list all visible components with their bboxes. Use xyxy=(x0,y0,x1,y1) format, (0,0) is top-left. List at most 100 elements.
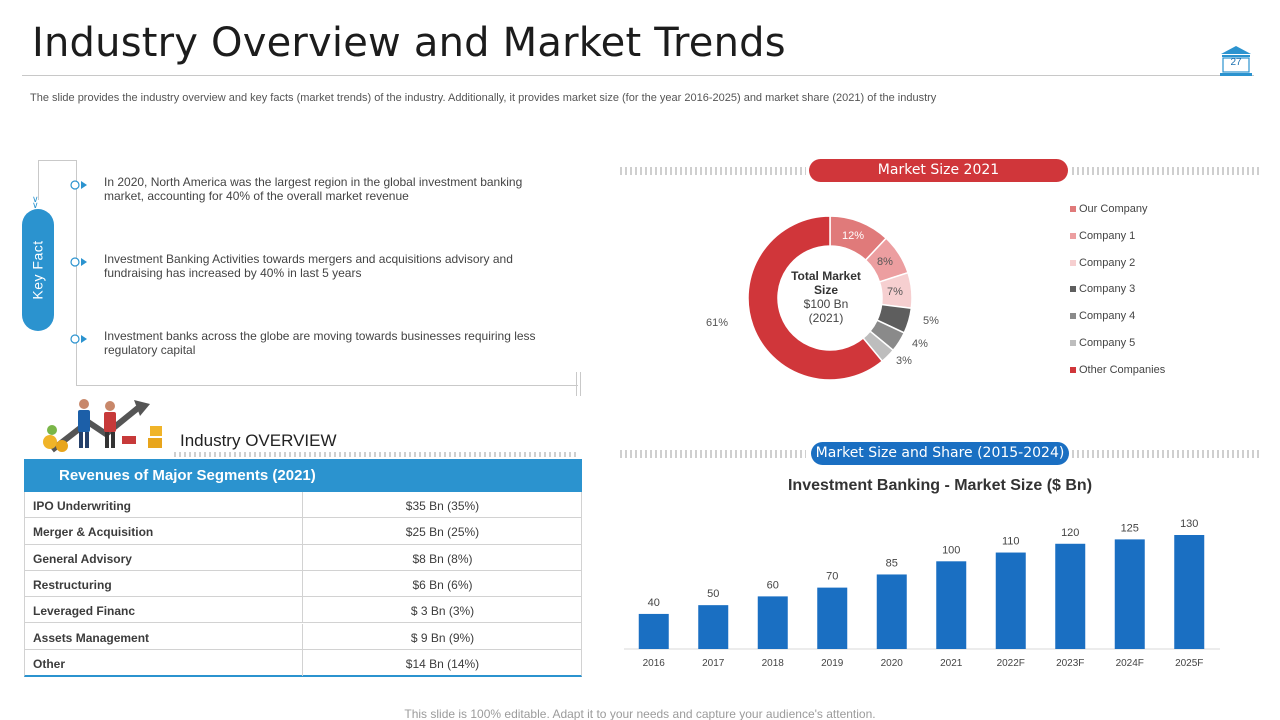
page-subtitle: The slide provides the industry overview… xyxy=(30,92,937,104)
x-tick-label: 2018 xyxy=(762,658,785,669)
donut-center-label: Size xyxy=(813,283,838,297)
x-tick-label: 2021 xyxy=(940,658,963,669)
bar-2023f xyxy=(1055,543,1086,649)
bar-2020 xyxy=(876,574,907,649)
legend-item: Company 5 xyxy=(1070,337,1135,349)
segment-value: $8 Bn (8%) xyxy=(412,551,473,566)
key-fact-item: In 2020, North America was the largest r… xyxy=(104,175,523,203)
table-row: Merger & Acquisition $25 Bn (25%) xyxy=(24,518,582,545)
legend-swatch xyxy=(1070,366,1076,373)
dotted-divider xyxy=(174,452,578,457)
key-fact-frame xyxy=(76,160,578,386)
x-tick-label: 2020 xyxy=(881,658,904,669)
legend-item: Company 1 xyxy=(1070,230,1135,242)
industry-overview-title: Industry OVERVIEW xyxy=(180,431,337,450)
bar-value-label: 85 xyxy=(886,557,898,569)
segment-name: General Advisory xyxy=(24,544,303,570)
legend-label: Our Company xyxy=(1079,203,1148,215)
key-fact-pill xyxy=(22,209,54,331)
market-size-bar-chart: 40 2016 50 2017 60 2018 70 2019 85 2020 100 2021 110… xyxy=(624,518,1220,669)
key-fact-connector xyxy=(38,160,76,161)
donut-value-label: 3% xyxy=(896,355,912,367)
legend-label: Company 3 xyxy=(1079,283,1136,296)
key-fact-label: Key Fact xyxy=(30,240,46,300)
segment-name: Restructuring xyxy=(24,570,303,597)
legend-swatch xyxy=(1070,232,1076,239)
x-tick-label: 2023F xyxy=(1056,658,1084,669)
bar-2017 xyxy=(698,605,729,649)
segment-value: $ 3 Bn (3%) xyxy=(410,604,475,619)
frame-tick xyxy=(580,372,581,396)
segment-value: $6 Bn (6%) xyxy=(412,577,473,592)
donut-center-label: Total Market xyxy=(791,269,861,283)
legend-label: Company 2 xyxy=(1079,256,1136,269)
segment-name: Leveraged Financ xyxy=(24,597,303,623)
dotted-divider xyxy=(620,167,806,175)
market-size-2021-header: Market Size 2021 xyxy=(809,159,1068,182)
table-title: Revenues of Major Segments (2021) xyxy=(24,459,582,492)
legend-item: Company 2 xyxy=(1070,257,1135,269)
bank-icon xyxy=(1220,46,1252,76)
legend-label: Company 1 xyxy=(1079,229,1136,242)
bar-2018 xyxy=(757,596,788,649)
bar-2021 xyxy=(936,561,967,649)
segment-name: Other xyxy=(24,649,303,677)
segment-name: IPO Underwriting xyxy=(24,492,303,518)
x-tick-label: 2024F xyxy=(1116,658,1144,669)
bar-value-label: 110 xyxy=(1002,536,1020,548)
x-tick-label: 2019 xyxy=(821,658,844,669)
x-tick-label: 2022F xyxy=(997,658,1025,669)
segment-name: Merger & Acquisition xyxy=(24,518,303,544)
legend-label: Other Companies xyxy=(1079,363,1166,376)
key-fact-item: Investment Banking Activities towards me… xyxy=(104,252,513,280)
bar-value-label: 60 xyxy=(767,579,779,591)
market-size-share-header: Market Size and Share (2015-2024) xyxy=(811,442,1069,465)
title-divider xyxy=(22,75,1254,76)
bar-value-label: 120 xyxy=(1061,527,1079,539)
bar-chart-title: Investment Banking - Market Size ($ Bn) xyxy=(787,477,1093,494)
bullet-icon xyxy=(70,180,87,190)
table-row: General Advisory $8 Bn (8%) xyxy=(24,544,582,571)
donut-value-label: 7% xyxy=(887,286,903,298)
dotted-divider xyxy=(1072,167,1260,175)
bar-2016 xyxy=(638,613,669,649)
key-fact-label-wrap: Key Fact xyxy=(22,209,54,331)
bar-2024f xyxy=(1114,539,1145,649)
segment-value: $25 Bn (25%) xyxy=(405,525,480,540)
bullet-icon xyxy=(70,334,87,344)
x-tick-label: 2025F xyxy=(1175,658,1203,669)
footer-note: This slide is 100% editable. Adapt it to… xyxy=(404,707,876,720)
donut-center-value: $100 Bn xyxy=(803,297,849,311)
table-frame xyxy=(24,492,582,677)
legend-item: Other Companies xyxy=(1070,364,1165,376)
legend-swatch xyxy=(1070,340,1076,346)
bar-value-label: 130 xyxy=(1180,518,1198,530)
x-tick-label: 2016 xyxy=(643,658,666,669)
table-row: Other $14 Bn (14%) xyxy=(24,649,582,677)
table-row: Assets Management $ 9 Bn (9%) xyxy=(24,623,582,650)
chevron-down-icon: ∨ ∨ xyxy=(32,194,39,210)
legend-item: Our Company xyxy=(1070,203,1147,215)
bar-2022f xyxy=(995,552,1026,649)
legend-item: Company 4 xyxy=(1070,310,1135,322)
donut-value-label: 4% xyxy=(912,338,928,350)
bar-value-label: 50 xyxy=(707,588,719,600)
donut-value-label: 8% xyxy=(877,256,893,268)
table-row: Leveraged Financ $ 3 Bn (3%) xyxy=(24,597,582,624)
market-share-donut-chart xyxy=(747,215,913,381)
business-growth-illustration xyxy=(43,399,162,453)
segment-value: $14 Bn (14%) xyxy=(405,656,480,671)
donut-value-label: 5% xyxy=(923,315,939,327)
legend-swatch xyxy=(1070,206,1076,212)
page-title: Industry Overview and Market Trends xyxy=(32,20,786,66)
legend-swatch xyxy=(1070,286,1076,293)
bar-2025f xyxy=(1174,535,1205,649)
legend-item: Company 3 xyxy=(1070,283,1135,295)
legend-swatch xyxy=(1070,313,1076,320)
bar-value-label: 40 xyxy=(648,597,660,609)
segment-value: $35 Bn (35%) xyxy=(405,499,480,513)
donut-center-year: (2021) xyxy=(808,311,844,325)
bar-value-label: 70 xyxy=(826,571,838,583)
legend-swatch xyxy=(1070,259,1076,266)
segment-value: $ 9 Bn (9%) xyxy=(410,630,475,645)
